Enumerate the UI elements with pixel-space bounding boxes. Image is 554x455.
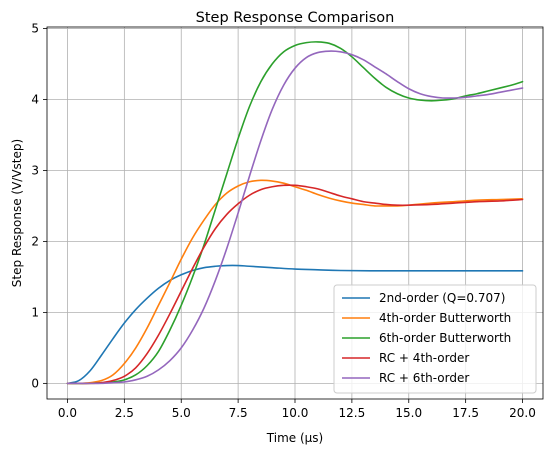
series-line-4 [66,184,524,385]
series-line-1 [66,264,524,385]
y-axis-label: Step Response (V/Vstep) [10,139,24,287]
grid-layer [47,27,543,399]
x-tick-label: 12.5 [339,406,366,420]
series-layer [66,41,524,385]
legend-label: 2nd-order (Q=0.707) [379,291,505,305]
legend-frame [333,284,537,394]
series-line-5 [66,50,524,385]
x-tick-label: 10.0 [282,406,309,420]
x-tick-label: 5.0 [172,406,191,420]
y-tick-label: 5 [31,21,39,35]
y-tick-label: 0 [31,376,39,390]
x-tick-label: 20.0 [509,406,536,420]
x-tick-label: 2.5 [115,406,134,420]
legend: 2nd-order (Q=0.707) 4th-order Butterworth… [333,284,537,394]
x-tick-label: 0.0 [58,406,77,420]
y-tick-label: 2 [31,234,39,248]
x-tick-label: 17.5 [452,406,479,420]
chart-title: Step Response Comparison [196,10,395,26]
legend-label: RC + 6th-order [379,371,469,385]
x-tick-label: 15.0 [395,406,422,420]
tick-layer: 0.0 2.5 5.0 7.5 10.0 12.5 15.0 17.5 20.0 0 1 2 3 4 5 [31,21,536,420]
y-tick-label: 4 [31,92,39,106]
x-tick-label: 7.5 [229,406,248,420]
series-line-3 [66,41,524,385]
legend-label: 4th-order Butterworth [379,311,511,325]
y-tick-label: 1 [31,305,39,319]
y-tick-label: 3 [31,163,39,177]
legend-label: 6th-order Butterworth [379,331,511,345]
x-axis-label: Time (μs) [266,431,323,445]
legend-label: RC + 4th-order [379,351,469,365]
